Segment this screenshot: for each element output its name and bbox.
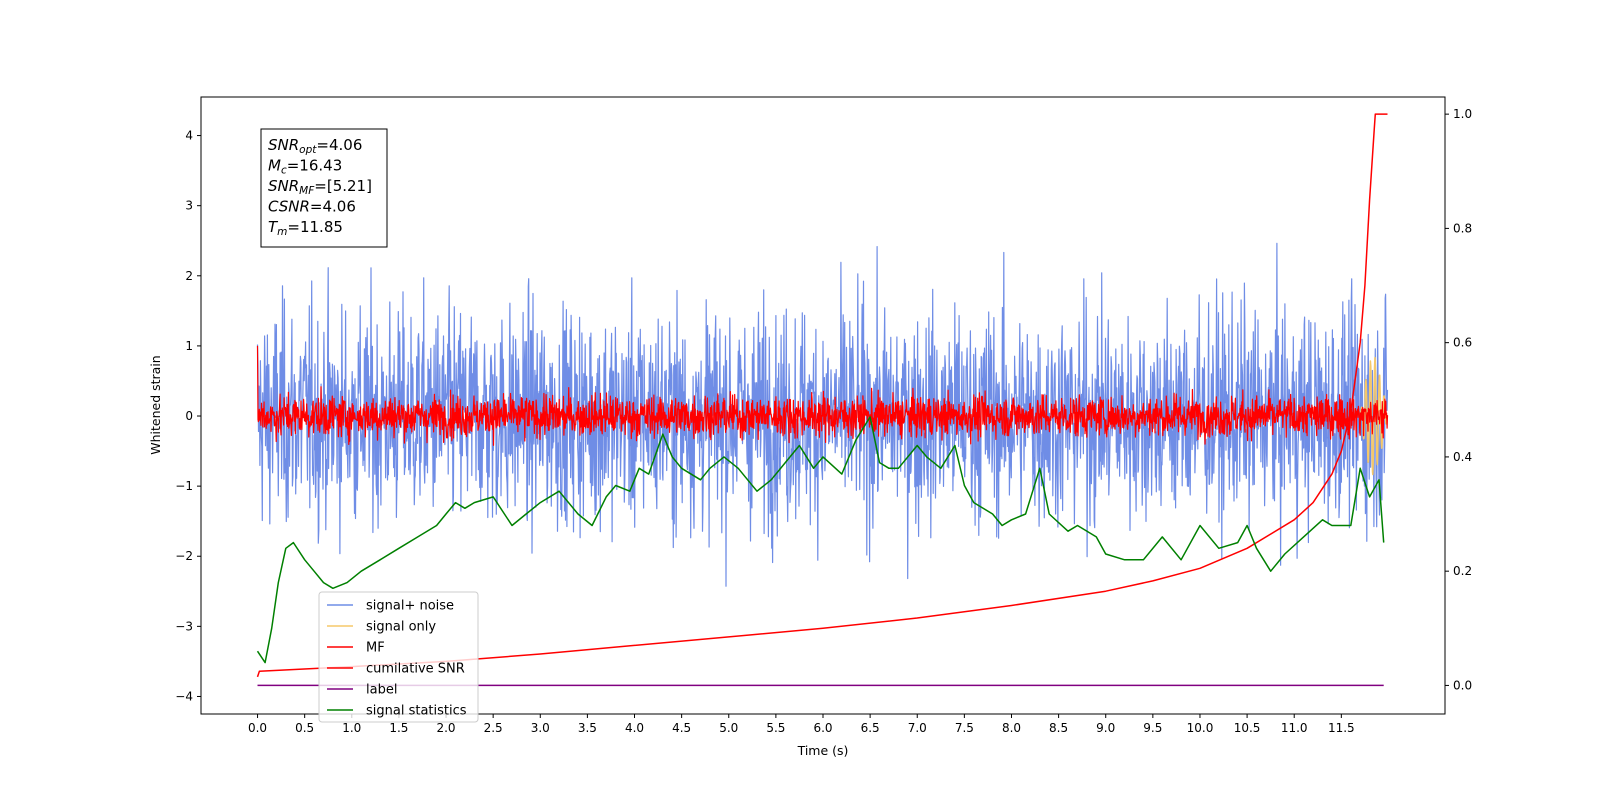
y-right-tick-label: 0.2 xyxy=(1453,564,1472,578)
x-axis-label: Time (s) xyxy=(797,743,849,758)
x-tick-label: 11.5 xyxy=(1328,721,1355,735)
x-tick-label: 8.0 xyxy=(1002,721,1021,735)
y-axis-left: 4 3 2 1 0 −1 −2 −3 −4 xyxy=(175,129,201,703)
legend-label: cumilative SNR xyxy=(366,662,465,677)
annotation-subscript: opt xyxy=(299,144,317,156)
x-tick-label: 2.0 xyxy=(436,721,455,735)
series-line-0 xyxy=(256,242,1389,587)
x-tick-label: 3.5 xyxy=(578,721,597,735)
annotation-symbol: T xyxy=(268,218,279,236)
x-tick-label: 1.0 xyxy=(342,721,361,735)
annotation-value: =[5.21] xyxy=(314,177,372,195)
y-left-tick-label: 1 xyxy=(185,339,193,353)
annotation-subscript: m xyxy=(277,226,287,238)
annotation-line: SNRMF=[5.21] xyxy=(268,177,372,197)
y-left-tick-label: −1 xyxy=(175,479,193,493)
legend-label: signal only xyxy=(366,620,436,635)
annotation-line: Mc=16.43 xyxy=(268,157,342,177)
y-right-tick-label: 0.8 xyxy=(1453,221,1472,235)
y-left-tick-label: 4 xyxy=(185,129,193,143)
annotation-value: =16.43 xyxy=(287,157,343,175)
x-tick-label: 2.5 xyxy=(484,721,503,735)
y-right-tick-label: 0.4 xyxy=(1453,450,1472,464)
annotation-symbol: CSNR xyxy=(268,198,310,216)
x-tick-label: 6.0 xyxy=(813,721,832,735)
x-tick-label: 0.5 xyxy=(295,721,314,735)
series-line-5 xyxy=(256,416,1385,664)
y-right-tick-label: 0.0 xyxy=(1453,678,1472,692)
y-axis-label: Whitened strain xyxy=(148,355,163,454)
y-left-tick-label: −2 xyxy=(175,549,193,563)
x-axis: 0.0 0.5 1.0 1.5 2.0 2.5 3.0 3.5 4.0 4.5 5.0 5.5 6.0 6… xyxy=(248,714,1355,735)
y-right-tick-label: 1.0 xyxy=(1453,107,1472,121)
annotation-value: =4.06 xyxy=(316,136,362,154)
x-tick-label: 7.5 xyxy=(955,721,974,735)
annotation-value: =4.06 xyxy=(310,198,356,216)
x-tick-label: 5.5 xyxy=(766,721,785,735)
annotation-subscript: MF xyxy=(299,185,315,197)
x-tick-label: 10.5 xyxy=(1234,721,1261,735)
legend: signal+ noise signal only MF cumilative SNR… xyxy=(318,591,479,723)
x-tick-label: 1.5 xyxy=(389,721,408,735)
x-tick-label: 8.5 xyxy=(1049,721,1068,735)
y-right-tick-label: 0.6 xyxy=(1453,336,1472,350)
annotation-line: CSNR=4.06 xyxy=(268,198,356,216)
y-left-tick-label: 3 xyxy=(185,199,193,213)
annotation-value: =11.85 xyxy=(287,218,343,236)
y-axis-right: 1.0 0.8 0.6 0.4 0.2 0.0 xyxy=(1445,107,1472,692)
legend-label: signal+ noise xyxy=(366,599,454,614)
annotation-symbol: SNR xyxy=(268,177,299,195)
annotation-box: SNRopt=4.06Mc=16.43SNRMF=[5.21]CSNR=4.06… xyxy=(260,128,388,248)
x-tick-label: 6.5 xyxy=(861,721,880,735)
annotation-line: SNRopt=4.06 xyxy=(268,136,362,156)
x-tick-label: 11.0 xyxy=(1281,721,1308,735)
x-tick-label: 3.0 xyxy=(531,721,550,735)
x-tick-label: 5.0 xyxy=(719,721,738,735)
legend-label: label xyxy=(366,683,397,698)
series-layer xyxy=(256,113,1389,687)
x-tick-label: 10.0 xyxy=(1187,721,1214,735)
legend-label: signal statistics xyxy=(366,704,467,719)
annotation-symbol: SNR xyxy=(268,136,299,154)
x-tick-label: 4.0 xyxy=(625,721,644,735)
annotation-symbol: M xyxy=(268,157,281,175)
x-tick-label: 9.5 xyxy=(1143,721,1162,735)
annotation-line: Tm=11.85 xyxy=(268,218,343,238)
x-tick-label: 9.0 xyxy=(1096,721,1115,735)
x-tick-label: 0.0 xyxy=(248,721,267,735)
y-left-tick-label: −3 xyxy=(175,619,193,633)
y-left-tick-label: 0 xyxy=(185,409,193,423)
x-tick-label: 7.0 xyxy=(908,721,927,735)
legend-label: MF xyxy=(366,641,385,656)
y-left-tick-label: 2 xyxy=(185,269,193,283)
y-left-tick-label: −4 xyxy=(175,689,193,703)
series-line-2 xyxy=(256,345,1389,446)
annotation-subscript: c xyxy=(281,165,287,177)
series-line-3 xyxy=(256,113,1388,678)
x-tick-label: 4.5 xyxy=(672,721,691,735)
